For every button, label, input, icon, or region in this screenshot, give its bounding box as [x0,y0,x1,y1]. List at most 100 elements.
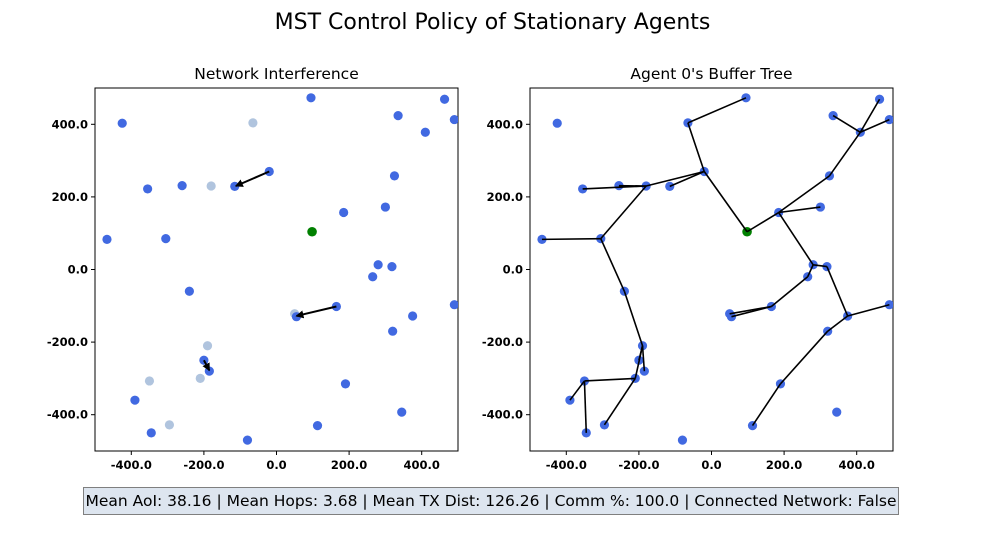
agent-point [306,93,316,103]
buffer-tree-plot: Agent 0's Buffer Tree -400.0 -200.0 0.0 200.… [482,65,894,472]
x-tick-label: 0.0 [701,458,721,472]
agent-point [130,395,140,405]
faded-agent-point [144,376,155,386]
agent-point [832,407,842,417]
tree-edge [860,118,890,134]
tree-edge [687,97,747,124]
agent-point [389,171,400,181]
tree-edge [584,377,636,382]
x-tick-label: 200.0 [766,458,802,472]
tree-edge [645,170,705,187]
agent-point [146,428,156,438]
faded-agent-point [195,373,205,383]
base-station-point [307,226,317,237]
agent-point [230,181,240,191]
agent-point [184,286,194,296]
tree-edge [634,345,644,379]
agent-point [339,207,349,218]
tree-edge [827,315,849,332]
network-interference-plot: Network Interference -400.0 -200.0 0.0 200.0… [47,65,459,472]
tree-edge [746,211,780,233]
agent-point [312,420,323,431]
y-tick-label: -400.0 [482,408,523,422]
agent-point [143,184,153,194]
agent-point [677,435,688,445]
x-tick-label: 400.0 [404,458,440,472]
stats-footer: Mean AoI: 38.16 | Mean Hops: 3.68 | Mean… [83,487,899,515]
figure-title: MST Control Policy of Stationary Agents [274,10,711,35]
x-tick-label: -200.0 [183,458,224,472]
y-tick-label: 200.0 [52,190,88,204]
agent-point [420,127,430,137]
plot-marks [537,93,893,445]
agent-point [291,312,302,322]
y-tick-label: 200.0 [487,190,523,204]
agent-point [387,261,397,272]
tree-edge [779,330,829,385]
tree-edge [569,380,586,401]
agent-point [380,202,390,212]
tree-edge [703,171,748,233]
transmission-arrow [295,305,337,319]
plot-marks [102,93,458,445]
agent-point [102,234,112,244]
agent-point [340,379,351,389]
tree-edge [603,377,636,426]
y-tick-label: 400.0 [487,117,523,131]
agent-point [373,260,383,270]
agent-point [408,311,418,321]
tree-edge [770,276,809,308]
tree-edge [600,185,647,240]
x-tick-label: 200.0 [331,458,367,472]
x-tick-label: -200.0 [618,458,659,472]
tree-edge [731,305,772,318]
tree-edge [623,291,644,346]
tree-edge [751,383,782,427]
faded-agent-point [164,420,175,430]
tree-edge [778,206,821,214]
y-tick-label: -200.0 [47,335,88,349]
agent-point [177,181,187,191]
transmission-arrow [202,359,211,372]
faded-agent-point [206,181,216,191]
y-tick-label: 0.0 [68,263,88,277]
tree-edge [806,264,814,278]
agent-point [368,272,378,282]
agent-point [264,166,274,177]
y-tick-label: -200.0 [482,335,523,349]
axes-frame [94,87,459,452]
x-tick-label: -400.0 [546,458,587,472]
y-tick-label: -400.0 [47,408,88,422]
plot-title: Agent 0's Buffer Tree [630,65,792,83]
faded-agent-point [202,341,213,351]
agent-point [449,114,458,125]
tree-edge [777,212,814,266]
tree-edge [600,238,626,292]
tree-edge [778,175,830,214]
agent-point [439,94,450,104]
agent-point [242,435,253,445]
tree-edge [832,114,861,133]
tree-edge [641,345,646,372]
agent-point [117,118,127,128]
x-tick-label: -400.0 [111,458,152,472]
agent-point [449,300,458,310]
transmission-arrow [234,170,270,187]
agent-point [161,234,171,244]
agent-point [552,118,562,128]
agent-point [397,407,407,417]
agent-point [204,366,214,376]
tree-edge [687,122,705,172]
tree-edge [828,131,861,177]
y-tick-label: 0.0 [503,263,523,277]
agent-point [393,110,403,121]
x-tick-label: 400.0 [839,458,875,472]
x-tick-label: 0.0 [266,458,286,472]
tree-edge [669,170,705,188]
plot-title: Network Interference [194,65,358,83]
y-tick-label: 400.0 [52,117,88,131]
agent-point [388,326,398,336]
tree-edge [583,380,588,433]
tree-edge [813,263,828,268]
